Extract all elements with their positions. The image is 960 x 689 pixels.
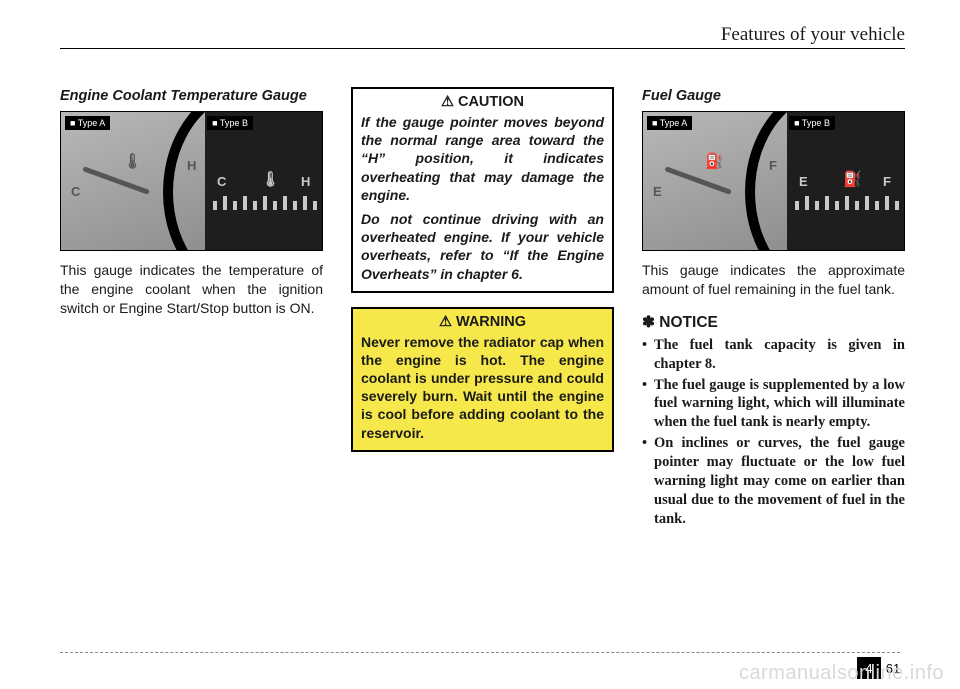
gauge-mark-c-right: C <box>217 174 226 189</box>
notice-item: The fuel gauge is supplemented by a low … <box>642 376 905 433</box>
gauge-mark-h-right: H <box>301 174 310 189</box>
gauge-ticks <box>795 190 899 210</box>
fuel-pump-icon: ⛽ <box>705 152 724 170</box>
thermometer-icon: 🌡 <box>123 152 142 170</box>
caution-title: CAUTION <box>361 94 604 110</box>
warning-box: WARNING Never remove the radiator cap wh… <box>351 307 614 452</box>
type-b-badge: ■ Type B <box>789 116 835 130</box>
fuel-gauge-figure: ■ Type A ■ Type B E F ⛽ E F ⛽ ORP042057/… <box>642 111 905 251</box>
warning-p: Never remove the radiator cap when the e… <box>361 333 604 442</box>
type-b-badge: ■ Type B <box>207 116 253 130</box>
warning-title: WARNING <box>361 314 604 330</box>
coolant-heading: Engine Coolant Temperature Gauge <box>60 87 323 105</box>
thermometer-icon: 🌡 <box>261 170 280 188</box>
notice-list: The fuel tank capacity is given in chapt… <box>642 336 905 528</box>
caution-p2: Do not continue driving with an overheat… <box>361 210 604 283</box>
coolant-gauge-figure: ■ Type A ■ Type B C H 🌡 C H 🌡 ORP042052/… <box>60 111 323 251</box>
gauge-mark-e-left: E <box>653 184 662 199</box>
fuel-body: This gauge indicates the approximate amo… <box>642 261 905 299</box>
type-a-badge: ■ Type A <box>647 116 692 130</box>
gauge-mark-f-left: F <box>769 158 777 173</box>
coolant-body: This gauge indicates the temperature of … <box>60 261 323 318</box>
watermark: carmanualsonline.info <box>739 662 944 685</box>
footer-rule <box>60 652 900 653</box>
header-rule <box>60 48 905 49</box>
notice-item: On inclines or curves, the fuel gauge po… <box>642 434 905 528</box>
gauge-mark-h-left: H <box>187 158 196 173</box>
gauge-ticks <box>213 190 317 210</box>
notice-heading: ✽ NOTICE <box>642 313 905 332</box>
fuel-heading: Fuel Gauge <box>642 87 905 105</box>
type-a-badge: ■ Type A <box>65 116 110 130</box>
caution-box: CAUTION If the gauge pointer moves beyon… <box>351 87 614 293</box>
figure-ref: ORP042052/ORP042054 <box>216 238 318 248</box>
gauge-mark-e-right: E <box>799 174 808 189</box>
figure-ref: ORP042057/ORP042056 <box>798 238 900 248</box>
notice-item: The fuel tank capacity is given in chapt… <box>642 336 905 374</box>
gauge-mark-f-right: F <box>883 174 891 189</box>
section-title: Features of your vehicle <box>721 24 905 46</box>
caution-p1: If the gauge pointer moves beyond the no… <box>361 113 604 204</box>
fuel-pump-icon: ⛽ <box>843 170 862 188</box>
gauge-mark-c-left: C <box>71 184 80 199</box>
